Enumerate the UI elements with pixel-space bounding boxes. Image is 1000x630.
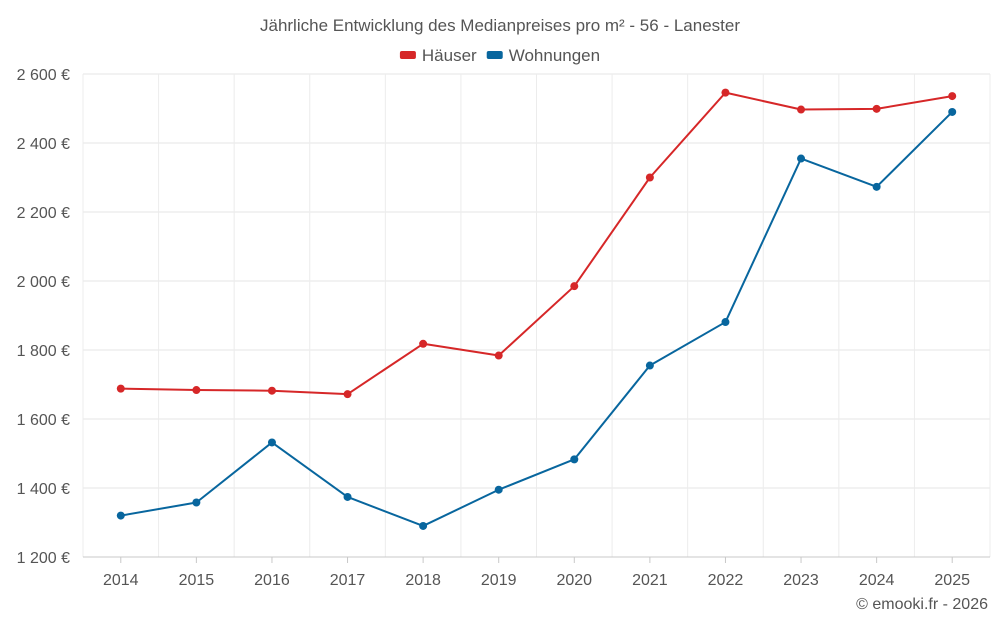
data-point[interactable] xyxy=(343,390,352,399)
legend-item-haeuser[interactable]: Häuser xyxy=(399,46,477,65)
data-point[interactable] xyxy=(721,88,730,97)
data-point[interactable] xyxy=(645,173,654,182)
data-point[interactable] xyxy=(797,105,806,114)
y-tick-label: 2 400 € xyxy=(17,136,70,153)
y-tick-label: 2 000 € xyxy=(17,274,70,291)
x-tick-label: 2025 xyxy=(934,572,970,589)
x-tick-label: 2014 xyxy=(103,572,139,589)
y-tick-label: 2 600 € xyxy=(17,67,70,84)
data-point[interactable] xyxy=(570,282,579,291)
data-point[interactable] xyxy=(645,361,654,370)
series-line xyxy=(120,111,953,527)
x-tick-label: 2020 xyxy=(556,572,592,589)
legend-swatch xyxy=(486,51,503,59)
data-point[interactable] xyxy=(872,182,881,191)
data-point[interactable] xyxy=(192,386,201,395)
data-point[interactable] xyxy=(419,521,428,530)
series-wohnungen xyxy=(116,107,957,530)
data-point[interactable] xyxy=(948,92,957,101)
y-tick-label: 2 200 € xyxy=(17,205,70,222)
x-tick-label: 2022 xyxy=(708,572,744,589)
data-point[interactable] xyxy=(872,104,881,113)
x-tick-label: 2023 xyxy=(783,572,819,589)
x-tick-label: 2019 xyxy=(481,572,517,589)
x-tick-label: 2021 xyxy=(632,572,668,589)
data-point[interactable] xyxy=(116,384,125,393)
data-point[interactable] xyxy=(570,455,579,464)
watermark: © emooki.fr - 2026 xyxy=(856,596,988,613)
series-line xyxy=(120,91,953,396)
y-tick-label: 1 400 € xyxy=(17,481,70,498)
legend-label: Häuser xyxy=(422,46,477,65)
data-point[interactable] xyxy=(343,492,352,501)
data-point[interactable] xyxy=(116,511,125,520)
data-point[interactable] xyxy=(721,318,730,327)
legend-swatch xyxy=(399,51,416,59)
x-tick-label: 2017 xyxy=(330,572,366,589)
y-tick-label: 1 800 € xyxy=(17,343,70,360)
grid xyxy=(82,73,991,557)
data-point[interactable] xyxy=(192,498,201,507)
chart-title: Jährliche Entwicklung des Medianpreises … xyxy=(260,16,740,35)
series xyxy=(116,88,957,530)
data-point[interactable] xyxy=(948,107,957,116)
data-point[interactable] xyxy=(494,485,503,494)
legend[interactable]: Häuser Wohnungen xyxy=(399,46,600,65)
series-haeuser xyxy=(116,88,957,399)
x-tick-label: 2016 xyxy=(254,572,290,589)
x-tick-label: 2024 xyxy=(859,572,895,589)
x-tick-label: 2018 xyxy=(405,572,441,589)
legend-label: Wohnungen xyxy=(509,46,600,65)
axes: 1 200 € 1 400 € 1 600 € 1 800 € 2 000 € 2 200… xyxy=(17,67,990,589)
data-point[interactable] xyxy=(494,351,503,360)
data-point[interactable] xyxy=(267,386,276,395)
data-point[interactable] xyxy=(419,339,428,348)
y-tick-label: 1 200 € xyxy=(17,550,70,567)
data-point[interactable] xyxy=(797,154,806,163)
y-tick-label: 1 600 € xyxy=(17,412,70,429)
data-point[interactable] xyxy=(267,438,276,447)
x-tick-label: 2015 xyxy=(179,572,215,589)
legend-item-wohnungen[interactable]: Wohnungen xyxy=(486,46,600,65)
